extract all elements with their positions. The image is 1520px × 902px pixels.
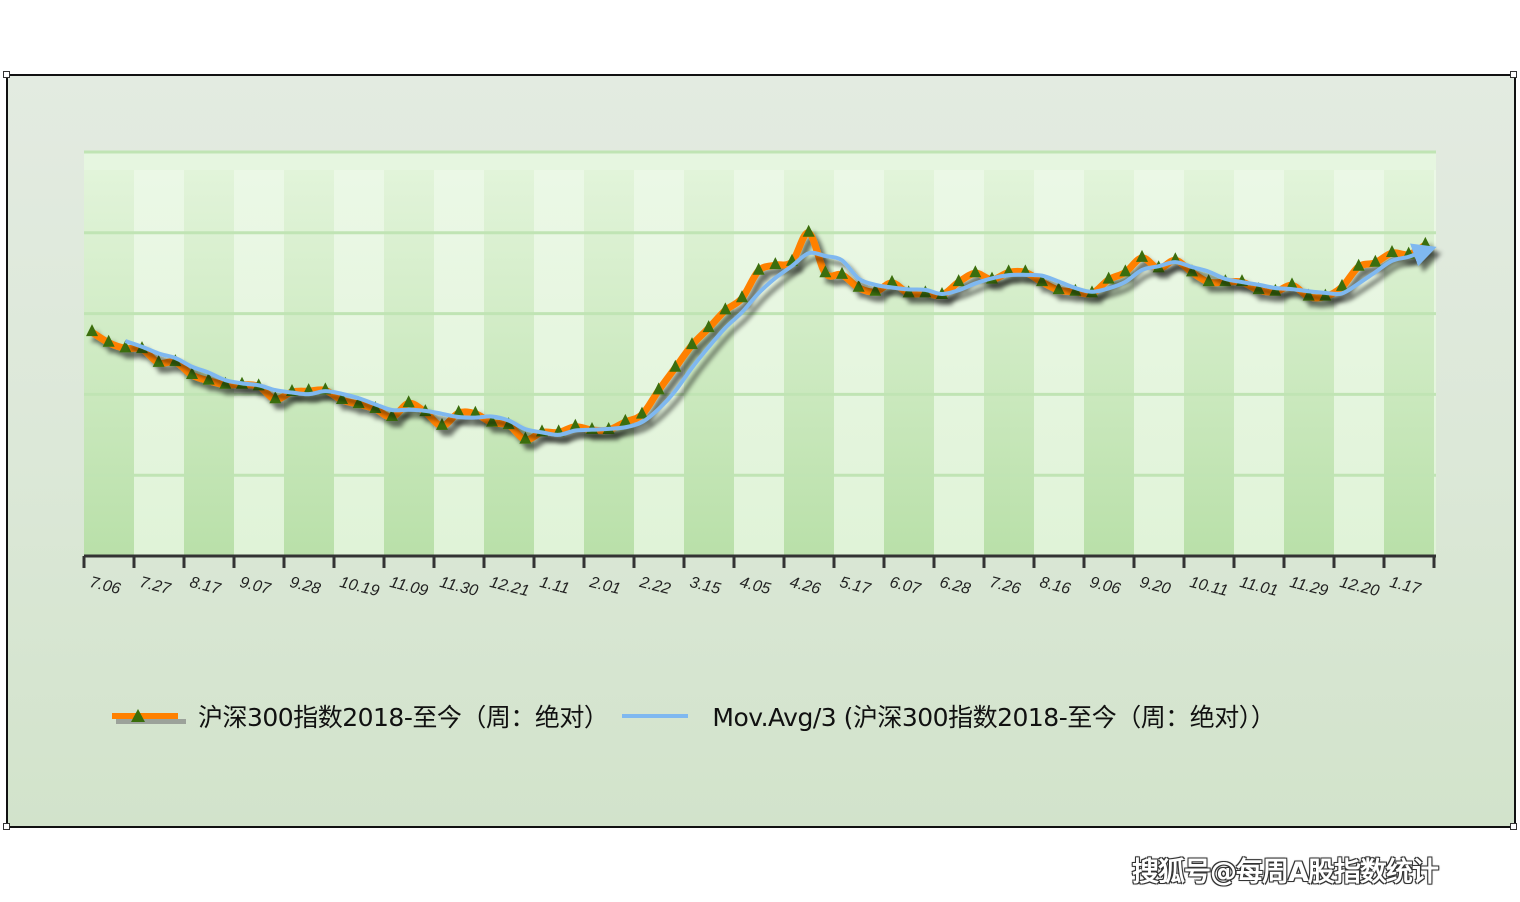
data-point-marker — [702, 320, 715, 333]
data-point-marker — [186, 367, 198, 380]
plot-band — [334, 170, 384, 556]
plot-band — [84, 152, 1436, 170]
data-point-marker — [1336, 278, 1348, 291]
data-point-marker — [1252, 282, 1265, 295]
data-point-marker — [719, 302, 732, 315]
data-point-marker — [1202, 274, 1215, 287]
data-point-marker — [436, 417, 448, 430]
plot-band — [1184, 170, 1234, 556]
data-point-marker — [1186, 264, 1198, 277]
data-point-marker — [619, 413, 632, 426]
data-point-marker — [869, 283, 882, 296]
data-point-marker — [452, 404, 465, 417]
legend-label-moving-average: Mov.Avg/3 (沪深300指数2018-至今（周：绝对）） — [712, 703, 1276, 732]
data-point-marker — [486, 414, 498, 427]
plot-band — [1034, 170, 1084, 556]
data-point-marker — [1369, 254, 1382, 267]
data-point-marker — [269, 391, 282, 404]
plot-band — [434, 170, 484, 556]
data-point-marker — [1119, 264, 1132, 277]
plot-band — [884, 170, 934, 556]
data-point-marker — [736, 290, 748, 303]
plot-band — [84, 170, 134, 556]
plot-band — [484, 170, 534, 556]
data-point-marker — [652, 382, 665, 395]
data-point-marker — [1352, 258, 1365, 271]
data-point-marker — [686, 337, 698, 350]
plot-band — [234, 170, 284, 556]
data-point-marker — [1036, 274, 1048, 287]
data-point-marker — [1136, 249, 1148, 262]
data-point-marker — [386, 409, 398, 422]
plot-band — [534, 170, 584, 556]
series-line-moving-average — [124, 243, 1437, 437]
plot-band — [684, 170, 734, 556]
plot-band — [1384, 170, 1434, 556]
resize-handle[interactable] — [3, 71, 10, 78]
plot-band — [384, 170, 434, 556]
plot-band — [984, 170, 1034, 556]
data-point-marker — [152, 354, 165, 367]
legend: 沪深300指数2018-至今（周：绝对） Mov.Avg/3 (沪深300指数2… — [110, 698, 1276, 734]
data-point-marker — [352, 396, 365, 409]
data-point-marker — [902, 285, 915, 298]
data-point-marker — [336, 392, 348, 405]
plot-band — [934, 170, 984, 556]
plot-band — [1284, 170, 1334, 556]
data-point-marker — [1286, 277, 1298, 290]
resize-handle[interactable] — [1510, 823, 1517, 830]
legend-swatch-moving-average — [622, 701, 690, 731]
data-point-marker — [1102, 271, 1115, 284]
data-point-marker — [669, 359, 682, 372]
plot-band — [1334, 170, 1384, 556]
data-point-marker — [1052, 282, 1065, 295]
plot-band — [1134, 170, 1184, 556]
data-point-marker — [519, 431, 532, 444]
data-point-marker — [502, 417, 515, 430]
data-point-marker — [469, 405, 482, 418]
data-point-marker — [636, 406, 648, 419]
plot-band — [284, 170, 334, 556]
data-point-marker — [886, 274, 898, 287]
plot-band — [734, 170, 784, 556]
data-point-marker — [219, 376, 232, 389]
data-point-marker — [119, 340, 132, 353]
data-point-marker — [752, 262, 765, 275]
data-point-marker — [402, 395, 415, 408]
plot-band — [1084, 170, 1134, 556]
plot-band — [1234, 170, 1284, 556]
legend-label-hs300: 沪深300指数2018-至今（周：绝对） — [198, 703, 609, 732]
legend-swatch-hs300 — [110, 701, 186, 731]
data-point-marker — [102, 334, 115, 347]
data-point-marker — [802, 224, 815, 237]
plot-band — [184, 170, 234, 556]
data-point-marker — [569, 418, 582, 431]
data-point-marker — [852, 279, 865, 292]
data-point-marker — [769, 257, 782, 270]
plot-band — [1434, 170, 1436, 556]
data-point-marker — [1386, 245, 1398, 257]
resize-handle[interactable] — [1510, 71, 1517, 78]
plot-band — [834, 170, 884, 556]
data-point-marker — [86, 324, 98, 337]
data-point-marker — [202, 372, 215, 385]
data-point-marker — [969, 265, 982, 278]
data-point-marker — [369, 400, 382, 413]
data-point-marker — [952, 274, 965, 287]
data-point-marker — [819, 265, 832, 278]
watermark: 搜狐号@每周A股指数统计 — [1132, 857, 1439, 888]
plot-band — [584, 170, 634, 556]
data-point-marker — [836, 266, 848, 279]
data-point-marker — [1302, 288, 1315, 301]
resize-handle[interactable] — [3, 823, 10, 830]
